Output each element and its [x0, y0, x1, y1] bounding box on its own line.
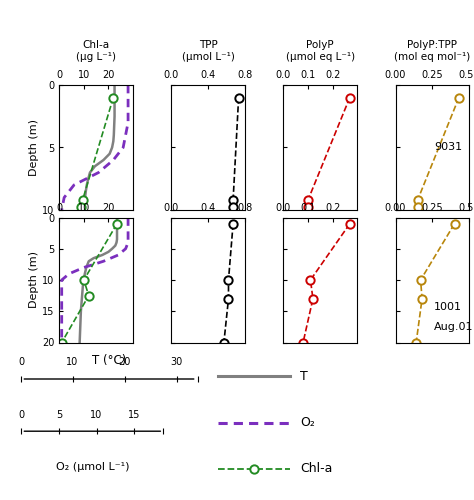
Text: T: T: [301, 370, 308, 382]
Text: 5: 5: [56, 410, 62, 420]
Text: 15: 15: [128, 410, 140, 420]
Text: 0: 0: [18, 358, 25, 368]
Title: PolyP:TPP
(mol eq mol⁻¹): PolyP:TPP (mol eq mol⁻¹): [394, 40, 471, 62]
Title: PolyP
(μmol eq L⁻¹): PolyP (μmol eq L⁻¹): [286, 40, 355, 62]
Text: O₂: O₂: [301, 416, 315, 429]
Title: Chl-a
(μg L⁻¹): Chl-a (μg L⁻¹): [76, 40, 116, 62]
Text: 9031: 9031: [434, 142, 462, 152]
Y-axis label: Depth (m): Depth (m): [29, 119, 39, 176]
Text: 10: 10: [91, 410, 103, 420]
Text: Aug.01: Aug.01: [434, 322, 474, 332]
Text: 0: 0: [18, 410, 25, 420]
Title: TPP
(μmol L⁻¹): TPP (μmol L⁻¹): [182, 40, 235, 62]
Text: 30: 30: [171, 358, 183, 368]
Text: 10: 10: [66, 358, 79, 368]
Text: Chl-a: Chl-a: [301, 462, 333, 475]
Text: O₂ (μmol L⁻¹): O₂ (μmol L⁻¹): [55, 462, 129, 472]
Text: T (°C): T (°C): [92, 354, 126, 368]
Text: 1001: 1001: [434, 302, 462, 312]
Text: 20: 20: [118, 358, 131, 368]
Y-axis label: Depth (m): Depth (m): [29, 252, 39, 308]
